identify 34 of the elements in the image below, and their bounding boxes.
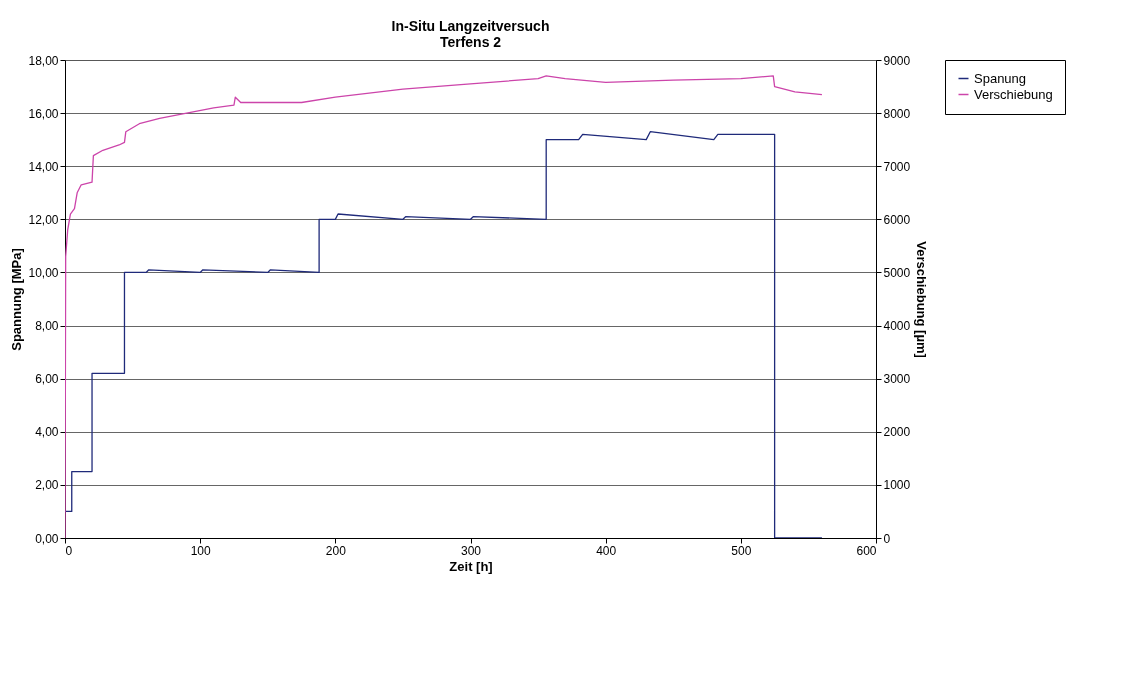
x-tick-label: 400 bbox=[596, 543, 617, 558]
y-tick-label: 16,00 bbox=[28, 106, 59, 121]
legend-label: Spanung bbox=[974, 70, 1027, 86]
y-tick-label: 0,00 bbox=[35, 531, 59, 546]
y-tick-label: 18,00 bbox=[28, 53, 59, 68]
y2-tick-label: 2000 bbox=[883, 425, 911, 440]
y-axis-title: Spannung [MPa] bbox=[9, 248, 25, 351]
text: In-Situ Langzeitversuch bbox=[391, 18, 550, 34]
text: Terfens 2 bbox=[439, 34, 502, 50]
y-tick-label: 14,00 bbox=[28, 159, 59, 174]
y-tick-label: 8,00 bbox=[35, 319, 59, 334]
y2-tick-label: 7000 bbox=[883, 159, 911, 174]
x-tick-label: 600 bbox=[856, 543, 877, 558]
x-tick-label: 0 bbox=[65, 543, 73, 558]
y-tick-label: 2,00 bbox=[35, 478, 59, 493]
y2-tick-label: 9000 bbox=[883, 53, 911, 68]
x-tick-label: 500 bbox=[731, 543, 752, 558]
y2-axis-title: Verschiebung [µm] bbox=[914, 241, 930, 358]
y-tick-label: 6,00 bbox=[35, 372, 59, 387]
x-tick-label: 100 bbox=[190, 543, 211, 558]
x-tick-label: 300 bbox=[460, 543, 482, 558]
y-tick-label: 4,00 bbox=[35, 425, 59, 440]
y2-tick-label: 4000 bbox=[883, 319, 911, 334]
legend-label: Verschiebung bbox=[974, 86, 1053, 102]
y-tick-label: 10,00 bbox=[28, 265, 59, 280]
y2-tick-label: 3000 bbox=[883, 372, 911, 387]
x-axis-title: Zeit [h] bbox=[449, 558, 493, 574]
y2-tick-label: 6000 bbox=[883, 212, 911, 227]
y2-tick-label: 8000 bbox=[883, 106, 911, 121]
y-tick-label: 12,00 bbox=[28, 212, 59, 227]
y2-tick-label: 5000 bbox=[883, 265, 911, 280]
y2-tick-label: 0 bbox=[883, 531, 891, 546]
y2-tick-label: 1000 bbox=[883, 478, 911, 493]
x-tick-label: 200 bbox=[325, 543, 347, 558]
